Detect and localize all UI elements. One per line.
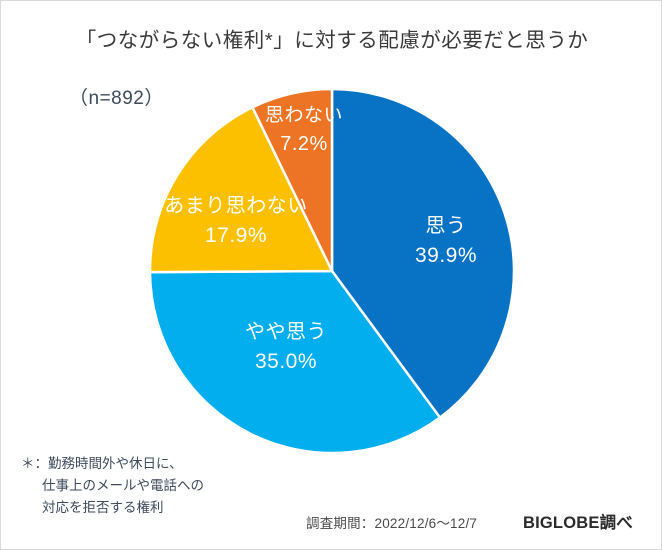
pie-slice-group — [148, 87, 516, 455]
pie-slice — [330, 87, 516, 420]
footnote-line-2: 仕事上のメールや電話への — [42, 477, 204, 493]
pie-slice — [148, 269, 442, 455]
footnote-line-3: 対応を拒否する権利 — [42, 499, 164, 515]
survey-period-label: 調査期間：2022/12/6〜12/7 — [306, 516, 478, 531]
pie-slice — [148, 105, 334, 274]
pie-slice — [250, 87, 334, 272]
footnote: ＊：勤務時間外や休日に、 仕事上のメールや電話への 対応を拒否する権利 — [21, 453, 204, 519]
sample-size-label: （n=892） — [69, 88, 164, 109]
footnote-line-1: ＊：勤務時間外や休日に、 — [21, 456, 183, 471]
page-title: 「つながらない権利*」に対する配慮が必要だと思うか — [75, 29, 589, 52]
brand-label: BIGLOBE調べ — [523, 514, 633, 532]
